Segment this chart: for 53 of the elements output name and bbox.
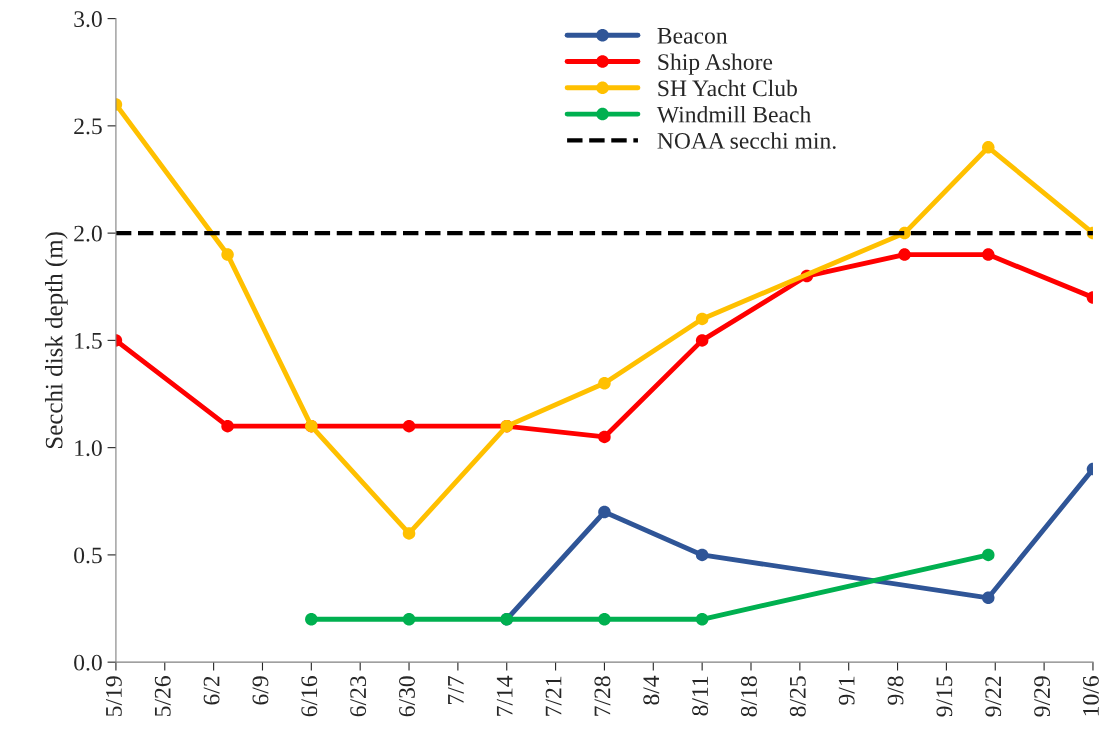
y-tick-label: 2.0: [74, 225, 102, 242]
x-tick-label: 7/14: [496, 675, 513, 716]
point: [305, 613, 318, 626]
point: [695, 548, 709, 562]
point: [402, 419, 416, 433]
point: [982, 548, 995, 562]
x-tick-label: 5/26: [154, 676, 171, 716]
legend-label: Beacon: [657, 28, 728, 44]
y-tick-label: 1.0: [75, 440, 102, 457]
y-tick-label: 2.5: [74, 118, 102, 135]
legend-label: SH Yacht Club: [658, 79, 797, 97]
x-tick-label: 9/22: [985, 676, 1002, 717]
point: [598, 430, 611, 444]
point: [402, 527, 416, 540]
y-tick-label: 0.0: [74, 654, 102, 671]
point: [598, 613, 611, 626]
x-tick-label: 7/21: [545, 676, 562, 716]
point: [695, 312, 709, 326]
y-tick-label: 3.0: [74, 11, 102, 28]
x-tick-label: 8/11: [692, 676, 709, 716]
x-tick-label: 5/19: [105, 676, 122, 716]
x-tick-label: 7/28: [594, 676, 611, 716]
x-tick-label: 6/30: [399, 676, 415, 717]
x-tick-label: 6/23: [350, 676, 367, 717]
y-tick-label: 0.5: [74, 547, 102, 564]
legend-label: NOAA secchi min.: [657, 132, 836, 149]
point: [221, 248, 234, 261]
point: [402, 613, 416, 626]
x-tick-label: 9/15: [936, 676, 953, 717]
point: [982, 591, 995, 605]
x-tick-label: 6/16: [301, 676, 318, 717]
x-tick-label: 9/8: [887, 676, 904, 705]
x-tick-label: 8/25: [789, 676, 806, 717]
y-tick-label: 1.5: [75, 332, 102, 349]
legend-label: Windmill Beach: [656, 105, 811, 123]
legend-label: Ship Ashore: [658, 53, 773, 75]
point: [982, 248, 995, 261]
point: [695, 334, 709, 347]
point: [695, 613, 709, 626]
x-tick-label: 9/1: [838, 676, 855, 705]
x-tick-label: 9/29: [1034, 676, 1051, 717]
point: [898, 248, 911, 261]
x-tick-label: 8/18: [740, 676, 757, 717]
point: [221, 419, 234, 433]
point: [598, 377, 611, 390]
point: [598, 505, 611, 519]
x-tick-label: 6/2: [203, 676, 220, 705]
x-tick-label: 6/9: [252, 676, 269, 705]
x-tick-label: 8/4: [643, 675, 660, 705]
x-tick-label: 10/6: [1082, 676, 1099, 716]
y-axis-title: Secchi disk depth (m): [44, 232, 68, 449]
point: [982, 141, 995, 154]
x-tick-label: 7/7: [448, 676, 464, 704]
